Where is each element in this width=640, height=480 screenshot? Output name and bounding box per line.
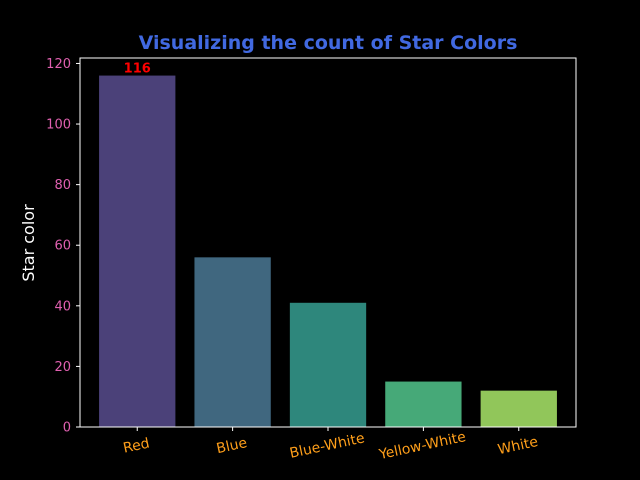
x-tick-label: Blue xyxy=(215,435,249,457)
bar-blue xyxy=(194,257,271,427)
y-axis-label: Star color xyxy=(19,204,38,282)
chart-title: Visualizing the count of Star Colors xyxy=(139,32,518,54)
bar-white xyxy=(480,390,557,427)
bars-group xyxy=(99,75,557,427)
data-label: 116 xyxy=(124,62,151,77)
axes-frame xyxy=(79,57,577,428)
data-labels: 116 xyxy=(124,62,151,77)
y-tick-label: 120 xyxy=(46,57,71,72)
y-tick-label: 60 xyxy=(54,239,71,254)
x-tick-label: Red xyxy=(122,435,151,456)
bar-blue-white xyxy=(289,302,367,427)
bar-yellow-white xyxy=(385,381,462,427)
bar-red xyxy=(99,75,176,427)
y-tick-label: 0 xyxy=(63,421,71,436)
y-tick-label: 20 xyxy=(54,360,71,375)
y-tick-label: 100 xyxy=(46,118,71,133)
y-tick-label: 40 xyxy=(54,299,71,314)
y-tick-label: 80 xyxy=(54,178,71,193)
y-axis-ticks: 0 20 40 60 80 100 120 xyxy=(46,57,80,436)
